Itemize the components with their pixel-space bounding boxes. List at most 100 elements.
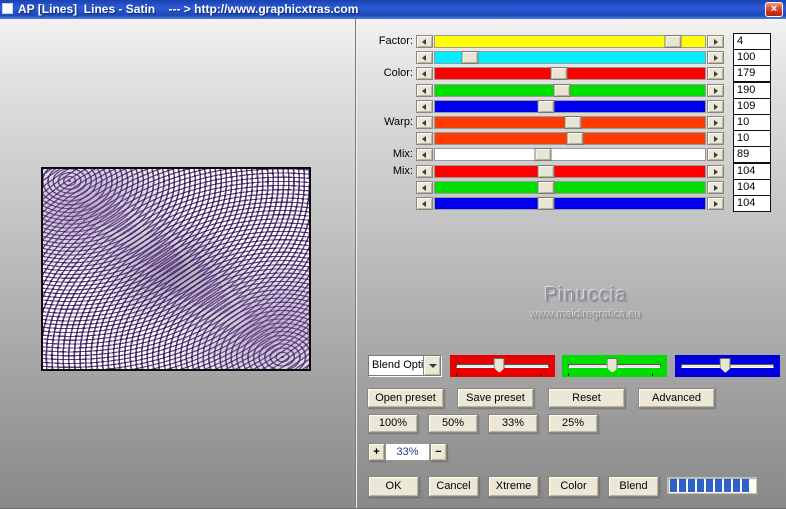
slider-left-arrow-icon[interactable] bbox=[416, 116, 433, 129]
chevron-down-icon[interactable] bbox=[423, 356, 440, 375]
cancel-button[interactable]: Cancel bbox=[428, 476, 479, 497]
slider-left-arrow-icon[interactable] bbox=[416, 197, 433, 210]
slider-left-arrow-icon[interactable] bbox=[416, 67, 433, 80]
slider-track[interactable] bbox=[434, 148, 706, 161]
slider-track[interactable] bbox=[434, 165, 706, 178]
slider-left-arrow-icon[interactable] bbox=[416, 51, 433, 64]
slider-right-arrow-icon[interactable] bbox=[707, 197, 724, 210]
close-icon[interactable]: × bbox=[765, 2, 783, 17]
slider-value-box[interactable]: 10 bbox=[733, 130, 771, 147]
slider-row-warp: Warp: 10 bbox=[0, 114, 786, 131]
blue-channel-thumb[interactable] bbox=[719, 358, 731, 373]
watermark-name: Pinuccia bbox=[544, 284, 628, 306]
slider-thumb[interactable] bbox=[537, 165, 555, 178]
slider-track[interactable] bbox=[434, 35, 706, 48]
slider-thumb[interactable] bbox=[537, 181, 555, 194]
reset-button[interactable]: Reset bbox=[548, 388, 625, 408]
watermark: Pinuccia www.maidiregrafica.eu bbox=[466, 284, 706, 321]
slider-value-box[interactable]: 109 bbox=[733, 98, 771, 115]
slider-thumb[interactable] bbox=[537, 197, 555, 210]
slider-left-arrow-icon[interactable] bbox=[416, 181, 433, 194]
save-preset-button[interactable]: Save preset bbox=[457, 388, 534, 408]
slider-left-arrow-icon[interactable] bbox=[416, 148, 433, 161]
slider-left-arrow-icon[interactable] bbox=[416, 132, 433, 145]
slider-right-arrow-icon[interactable] bbox=[707, 165, 724, 178]
color-button[interactable]: Color bbox=[548, 476, 599, 497]
slider-right-arrow-icon[interactable] bbox=[707, 148, 724, 161]
slider-thumb[interactable] bbox=[553, 84, 571, 97]
slider-label: Mix: bbox=[392, 148, 413, 160]
zoom-100-button[interactable]: 100% bbox=[368, 414, 418, 433]
slider-right-arrow-icon[interactable] bbox=[707, 100, 724, 113]
slider-left-arrow-icon[interactable] bbox=[416, 100, 433, 113]
slider-track[interactable] bbox=[434, 181, 706, 194]
slider-track[interactable] bbox=[434, 51, 706, 64]
slider-row-mix: Mix: 89 bbox=[0, 146, 786, 163]
zoom-25-button[interactable]: 25% bbox=[548, 414, 598, 433]
slider-track[interactable] bbox=[434, 100, 706, 113]
blend-options-value: Blend Opti bbox=[372, 359, 423, 371]
slider-value-box[interactable]: 89 bbox=[733, 146, 771, 163]
slider-track[interactable] bbox=[434, 84, 706, 97]
panel-divider bbox=[355, 19, 357, 508]
zoom-out-button[interactable]: − bbox=[430, 443, 447, 461]
slider-thumb[interactable] bbox=[534, 148, 552, 161]
blue-channel-slider[interactable] bbox=[675, 355, 780, 377]
slider-left-arrow-icon[interactable] bbox=[416, 165, 433, 178]
slider-thumb[interactable] bbox=[664, 35, 682, 48]
progress-segment bbox=[742, 479, 749, 492]
green-channel-thumb[interactable] bbox=[606, 358, 618, 373]
slider-value-box[interactable]: 104 bbox=[733, 195, 771, 212]
slider-right-arrow-icon[interactable] bbox=[707, 116, 724, 129]
slider-value-box[interactable]: 10 bbox=[733, 114, 771, 131]
slider-row: 190 bbox=[0, 82, 786, 99]
tick-mark bbox=[765, 373, 767, 376]
slider-right-arrow-icon[interactable] bbox=[707, 51, 724, 64]
slider-value-box[interactable]: 100 bbox=[733, 49, 771, 66]
slider-right-arrow-icon[interactable] bbox=[707, 181, 724, 194]
slider-right-arrow-icon[interactable] bbox=[707, 84, 724, 97]
blend-button[interactable]: Blend bbox=[608, 476, 659, 497]
blend-options-dropdown[interactable]: Blend Opti bbox=[368, 355, 441, 376]
slider-track[interactable] bbox=[434, 116, 706, 129]
slider-left-arrow-icon[interactable] bbox=[416, 35, 433, 48]
slider-value-box[interactable]: 190 bbox=[733, 82, 771, 99]
slider-track[interactable] bbox=[434, 132, 706, 145]
preview-image bbox=[41, 167, 311, 371]
advanced-button[interactable]: Advanced bbox=[638, 388, 715, 408]
red-channel-thumb[interactable] bbox=[493, 358, 505, 373]
slider-thumb[interactable] bbox=[537, 100, 555, 113]
slider-row: 104 bbox=[0, 195, 786, 212]
slider-left-arrow-icon[interactable] bbox=[416, 84, 433, 97]
zoom-50-button[interactable]: 50% bbox=[428, 414, 478, 433]
slider-row: 109 bbox=[0, 98, 786, 115]
green-channel-slider[interactable] bbox=[562, 355, 667, 377]
slider-value-box[interactable]: 104 bbox=[733, 163, 771, 180]
ok-button[interactable]: OK bbox=[368, 476, 419, 497]
window-title: AP [Lines] Lines - Satin --- > http://ww… bbox=[18, 2, 359, 16]
slider-value-box[interactable]: 4 bbox=[733, 33, 771, 50]
slider-thumb[interactable] bbox=[564, 116, 582, 129]
slider-track[interactable] bbox=[434, 67, 706, 80]
zoom-in-button[interactable]: + bbox=[368, 443, 385, 461]
slider-right-arrow-icon[interactable] bbox=[707, 132, 724, 145]
slider-right-arrow-icon[interactable] bbox=[707, 67, 724, 80]
slider-row: 104 bbox=[0, 179, 786, 196]
xtreme-button[interactable]: Xtreme bbox=[488, 476, 539, 497]
slider-thumb[interactable] bbox=[550, 67, 568, 80]
progress-segment bbox=[688, 479, 695, 492]
zoom-33-button[interactable]: 33% bbox=[488, 414, 538, 433]
slider-thumb[interactable] bbox=[566, 132, 584, 145]
title-bar[interactable]: AP [Lines] Lines - Satin --- > http://ww… bbox=[0, 0, 786, 19]
slider-track[interactable] bbox=[434, 197, 706, 210]
red-channel-slider[interactable] bbox=[450, 355, 555, 377]
slider-value-box[interactable]: 104 bbox=[733, 179, 771, 196]
slider-value-box[interactable]: 179 bbox=[733, 65, 771, 82]
progress-segment bbox=[715, 479, 722, 492]
progress-bar bbox=[667, 477, 757, 494]
slider-right-arrow-icon[interactable] bbox=[707, 35, 724, 48]
slider-label: Color: bbox=[383, 67, 413, 79]
slider-thumb[interactable] bbox=[461, 51, 479, 64]
open-preset-button[interactable]: Open preset bbox=[367, 388, 444, 408]
